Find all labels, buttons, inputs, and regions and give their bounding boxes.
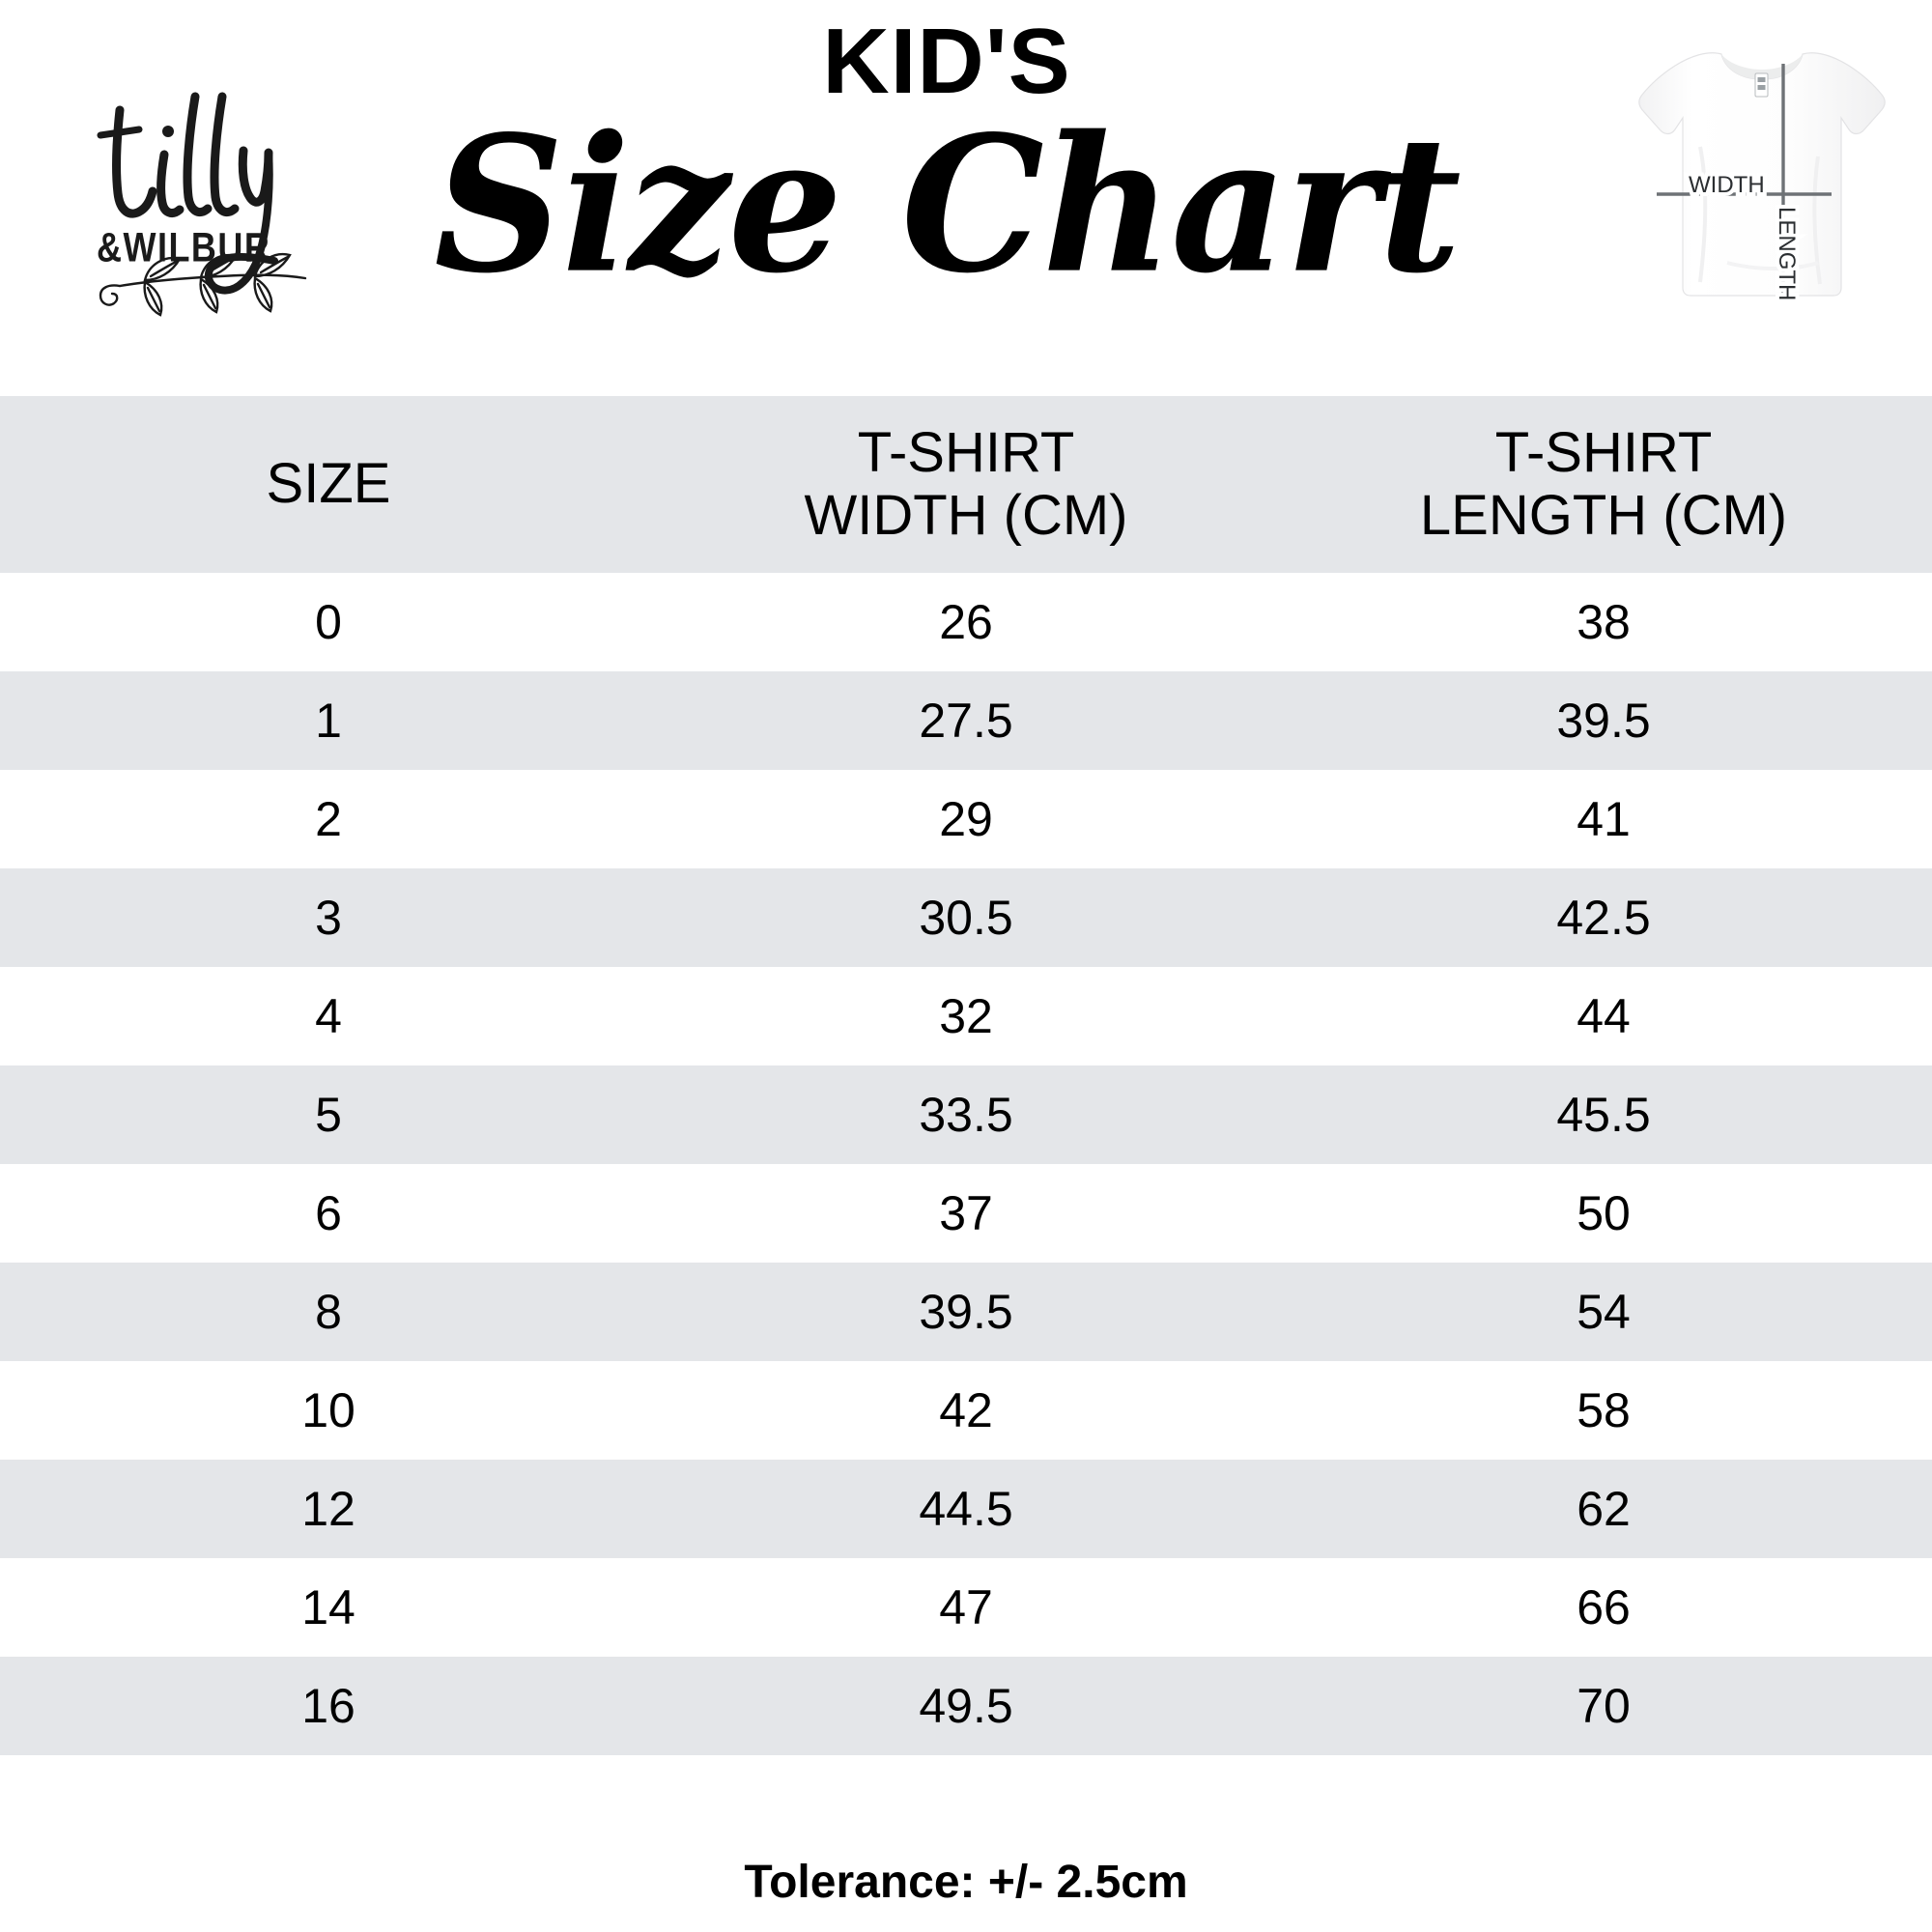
width-cell: 30.5 <box>919 891 1013 945</box>
guide-labels: WIDTH WIDTH LENGTH LENGTH <box>1685 168 1804 301</box>
column-header-size: SIZE <box>0 396 657 573</box>
length-cell: 62 <box>1577 1482 1631 1536</box>
page-title: Size Chart <box>434 94 1461 315</box>
header-zone: &WILBUR <box>0 0 1932 396</box>
table-row: 1 27.5 39.5 <box>0 671 1932 770</box>
neck-tag <box>1754 72 1769 98</box>
table-row: 4 32 44 <box>0 967 1932 1065</box>
width-cell: 32 <box>939 989 993 1043</box>
size-cell: 12 <box>301 1482 355 1536</box>
size-cell: 0 <box>315 595 342 649</box>
table-row: 6 37 50 <box>0 1164 1932 1263</box>
length-cell: 41 <box>1577 792 1631 846</box>
width-cell: 37 <box>939 1186 993 1240</box>
size-cell: 5 <box>315 1088 342 1142</box>
table-row: 3 30.5 42.5 <box>0 868 1932 967</box>
header-width-line2: WIDTH (CM) <box>804 483 1128 547</box>
width-cell: 39.5 <box>919 1285 1013 1339</box>
size-cell: 4 <box>315 989 342 1043</box>
size-cell: 14 <box>301 1580 355 1634</box>
width-cell: 33.5 <box>919 1088 1013 1142</box>
table-row: 12 44.5 62 <box>0 1460 1932 1558</box>
length-cell: 38 <box>1577 595 1631 649</box>
column-header-tshirt-length: T-SHIRT LENGTH (CM) <box>1275 396 1932 573</box>
svg-text:LENGTH: LENGTH <box>1774 207 1800 300</box>
tshirt-measurement-diagram: WIDTH WIDTH LENGTH LENGTH <box>1611 21 1913 301</box>
width-cell: 44.5 <box>919 1482 1013 1536</box>
size-cell: 1 <box>315 694 342 748</box>
width-cell: 27.5 <box>919 694 1013 748</box>
table-row: 8 39.5 54 <box>0 1263 1932 1361</box>
header-width-line1: T-SHIRT <box>857 420 1075 484</box>
table-head: SIZE T-SHIRT WIDTH (CM) T-SHIRT LENGTH (… <box>0 396 1932 573</box>
table-body: 0 26 38 1 27.5 39.5 2 29 41 3 30.5 42.5 4 32 44 5 33.5 45… <box>0 573 1932 1755</box>
length-cell: 50 <box>1577 1186 1631 1240</box>
svg-text:&WILBUR: &WILBUR <box>97 225 270 270</box>
size-cell: 16 <box>301 1679 355 1733</box>
table-row: 0 26 38 <box>0 573 1932 671</box>
table-header-row: SIZE T-SHIRT WIDTH (CM) T-SHIRT LENGTH (… <box>0 396 1932 573</box>
length-cell: 66 <box>1577 1580 1631 1634</box>
width-cell: 47 <box>939 1580 993 1634</box>
title-kicker: KID'S <box>822 10 1071 113</box>
size-cell: 6 <box>315 1186 342 1240</box>
length-cell: 70 <box>1577 1679 1631 1733</box>
width-cell: 49.5 <box>919 1679 1013 1733</box>
size-cell: 8 <box>315 1285 342 1339</box>
size-cell: 10 <box>301 1383 355 1437</box>
size-chart-table: SIZE T-SHIRT WIDTH (CM) T-SHIRT LENGTH (… <box>0 396 1932 1755</box>
table-row: 10 42 58 <box>0 1361 1932 1460</box>
table-row: 14 47 66 <box>0 1558 1932 1657</box>
table-row: 5 33.5 45.5 <box>0 1065 1932 1164</box>
column-header-tshirt-width: T-SHIRT WIDTH (CM) <box>657 396 1275 573</box>
tolerance-note: Tolerance: +/- 2.5cm <box>744 1857 1188 1908</box>
size-cell: 2 <box>315 792 342 846</box>
length-cell: 58 <box>1577 1383 1631 1437</box>
table-row: 2 29 41 <box>0 770 1932 868</box>
length-cell: 45.5 <box>1556 1088 1651 1142</box>
width-label: WIDTH <box>1689 172 1765 198</box>
measurement-guides <box>1657 64 1832 301</box>
header-length-line1: T-SHIRT <box>1494 420 1713 484</box>
length-cell: 39.5 <box>1556 694 1651 748</box>
brand-logo: &WILBUR <box>75 75 327 317</box>
length-cell: 42.5 <box>1556 891 1651 945</box>
table-row: 16 49.5 70 <box>0 1657 1932 1755</box>
header-size-label: SIZE <box>266 452 391 516</box>
title-block: KID'S Size Chart <box>319 0 1575 309</box>
length-label: LENGTH <box>1774 207 1800 300</box>
length-cell: 44 <box>1577 989 1631 1043</box>
size-cell: 3 <box>315 891 342 945</box>
width-cell: 42 <box>939 1383 993 1437</box>
header-length-line2: LENGTH (CM) <box>1419 483 1788 547</box>
width-cell: 26 <box>939 595 993 649</box>
length-cell: 54 <box>1577 1285 1631 1339</box>
width-cell: 29 <box>939 792 993 846</box>
svg-text:WIDTH: WIDTH <box>1689 172 1765 198</box>
